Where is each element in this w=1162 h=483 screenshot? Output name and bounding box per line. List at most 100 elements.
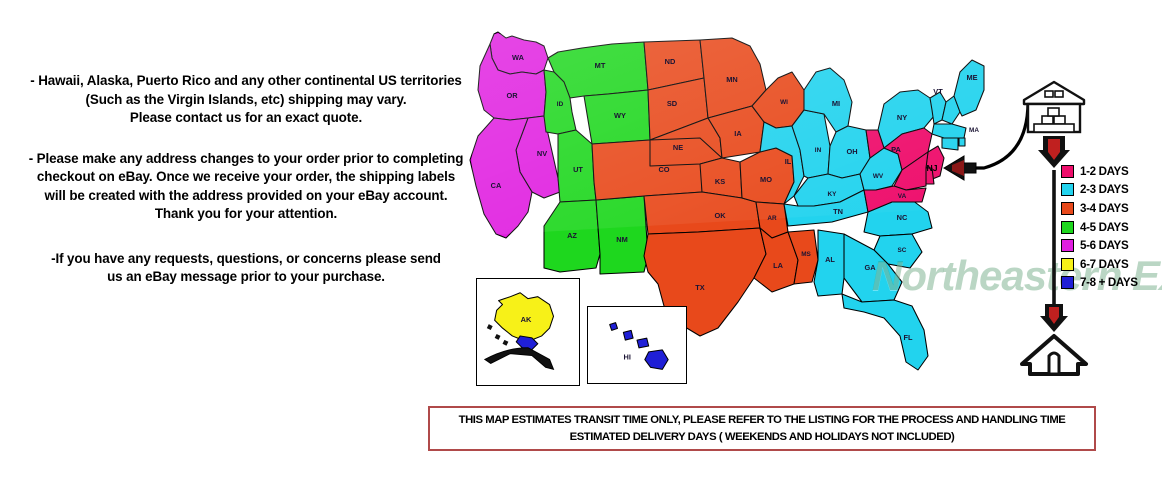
state-label-AL: AL [825, 255, 835, 264]
state-label-WV: WV [873, 173, 884, 180]
note-line: us an eBay message prior to your purchas… [107, 269, 385, 284]
legend-row-3-4-days: 3-4 DAYS [1061, 199, 1162, 218]
state-label-CO: CO [658, 165, 669, 174]
note-line: will be created with the address provide… [44, 187, 448, 203]
state-label-OR: OR [506, 91, 518, 100]
state-label-KY: KY [828, 191, 838, 198]
origin-marker-label: NJ [927, 163, 938, 173]
hawaii-island-oahu [622, 329, 634, 341]
legend-swatch [1061, 164, 1074, 178]
state-FL [841, 293, 929, 371]
note-paragraph-3: -If you have any requests, questions, or… [0, 250, 492, 287]
legend-label: 2-3 DAYS [1080, 183, 1129, 197]
state-label-MA: MA [969, 127, 979, 134]
state-label-ID: ID [557, 101, 564, 108]
state-label-WI: WI [780, 99, 788, 106]
shipping-notes: - Hawaii, Alaska, Puerto Rico and any ot… [0, 72, 492, 287]
state-label-AR: AR [767, 215, 777, 222]
note-line: -If you have any requests, questions, or… [51, 250, 441, 266]
note-line: Please contact us for an exact quote. [129, 110, 363, 125]
legend-swatch [1061, 276, 1074, 290]
note-line: (Such as the Virgin Islands, etc) shippi… [85, 91, 407, 107]
note-paragraph-1: - Hawaii, Alaska, Puerto Rico and any ot… [0, 72, 492, 128]
state-label-NC: NC [897, 213, 908, 222]
shipping-flow-diagram [1012, 78, 1096, 378]
us-map-svg: WA OR CA NV ID MT WY UT AZ NM CO ND SD N… [469, 31, 1030, 371]
disclaimer-box: THIS MAP ESTIMATES TRANSIT TIME ONLY, PL… [428, 406, 1096, 451]
state-label-NE: NE [673, 143, 683, 152]
state-label-NM: NM [616, 235, 628, 244]
state-label-OK: OK [714, 211, 726, 220]
state-label-TX: TX [695, 283, 705, 292]
state-label-VA: VA [898, 193, 907, 200]
legend-row-2-3-days: 2-3 DAYS [1061, 181, 1162, 200]
state-AL [813, 229, 845, 297]
disclaimer-line-1: THIS MAP ESTIMATES TRANSIT TIME ONLY, PL… [458, 413, 1066, 426]
legend-swatch [1061, 239, 1074, 253]
state-label-AZ: AZ [567, 231, 577, 240]
map-sheen [472, 34, 992, 236]
state-label-PA: PA [891, 145, 901, 154]
legend-swatch [1061, 257, 1074, 271]
note-line: Thank you for your attention. [154, 206, 338, 221]
alaska-inset: AK [476, 278, 580, 386]
legend-label: 6-7 DAYS [1080, 257, 1129, 271]
legend-label: 7-8 + DAYS [1080, 276, 1138, 290]
state-label-UT: UT [573, 165, 583, 174]
legend-label: 1-2 DAYS [1080, 164, 1129, 178]
legend-row-1-2-days: 1-2 DAYS [1061, 162, 1162, 181]
note-line: - Please make any address changes to you… [28, 150, 464, 166]
warehouse-icon [1022, 80, 1086, 134]
state-label-WY: WY [614, 111, 626, 120]
disclaimer-line-2: ESTIMATED DELIVERY DAYS ( WEEKENDS AND H… [569, 430, 955, 443]
note-line: - Hawaii, Alaska, Puerto Rico and any ot… [30, 73, 462, 88]
state-GA [843, 233, 903, 303]
state-label-IN: IN [815, 147, 822, 154]
state-label-NY: NY [897, 113, 907, 122]
state-label-LA: LA [773, 261, 784, 270]
state-label-IL: IL [785, 157, 792, 166]
state-label-SC: SC [898, 247, 907, 254]
down-arrow-icon-bottom [1040, 304, 1068, 332]
hawaii-island-hawaii [644, 349, 669, 370]
alaska-svg: AK [483, 292, 555, 370]
note-line: checkout on eBay. Once we receive your o… [36, 169, 456, 184]
state-label-ME: ME [966, 73, 977, 82]
state-label-KS: KS [715, 177, 725, 186]
legend-swatch [1061, 183, 1074, 197]
state-label-MS: MS [801, 251, 811, 258]
hawaii-inset: HI [587, 306, 687, 384]
alaska-islands [486, 324, 509, 346]
home-icon [1020, 334, 1088, 376]
state-label-NV: NV [537, 149, 547, 158]
down-arrow-icon-top [1038, 136, 1070, 168]
state-MS [787, 229, 819, 285]
legend-swatch [1061, 220, 1074, 234]
origin-pointer-arrow-fill [952, 160, 964, 176]
state-label-MT: MT [595, 61, 606, 70]
hawaii-svg: HI [609, 322, 669, 370]
legend-label: 5-6 DAYS [1080, 239, 1129, 253]
alaska-label: AK [521, 315, 532, 324]
state-label-ND: ND [665, 57, 676, 66]
flow-svg [1020, 80, 1088, 376]
legend-label: 4-5 DAYS [1080, 220, 1129, 234]
state-label-GA: GA [864, 263, 876, 272]
state-label-VT: VT [933, 87, 943, 96]
legend-row-4-5-days: 4-5 DAYS [1061, 218, 1162, 237]
hawaii-label: HI [624, 353, 631, 362]
state-label-MI: MI [832, 99, 840, 108]
alaska-aleutian-chain [483, 347, 555, 370]
legend-swatch [1061, 201, 1074, 215]
hawaii-island-kauai [609, 322, 619, 331]
state-label-CA: CA [491, 181, 502, 190]
legend-row-7-8-days: 7-8 + DAYS [1061, 274, 1162, 293]
state-label-IA: IA [734, 129, 742, 138]
legend-row-6-7-days: 6-7 DAYS [1061, 255, 1162, 274]
state-label-SD: SD [667, 99, 678, 108]
state-label-OH: OH [846, 147, 857, 156]
legend-row-5-6-days: 5-6 DAYS [1061, 236, 1162, 255]
state-label-MN: MN [726, 75, 738, 84]
note-paragraph-2: - Please make any address changes to you… [0, 150, 492, 224]
state-label-TN: TN [833, 207, 843, 216]
